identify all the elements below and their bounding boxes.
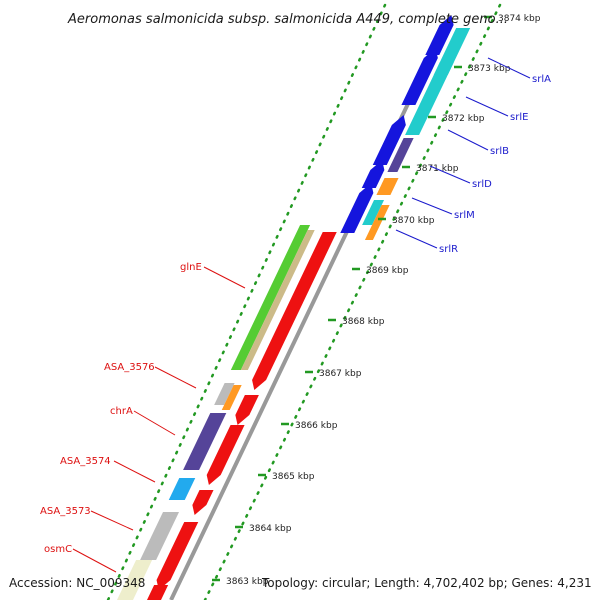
gene-red-2 (235, 395, 259, 425)
tick-label: 3874 kbp (498, 14, 541, 24)
leader-line (113, 460, 156, 483)
right-dot-track (203, 3, 502, 600)
gene-grey-2 (140, 512, 180, 560)
genome-summary: Topology: circular; Length: 4,702,402 bp… (261, 576, 592, 590)
gene-label-srlA: srlA (532, 74, 551, 85)
gene-label-srlR: srlR (439, 244, 458, 255)
gene-orange-1 (376, 178, 399, 195)
gene-teal-3 (362, 200, 385, 225)
tick-label: 3864 kbp (249, 524, 292, 534)
leader-line (465, 96, 509, 117)
gene-label-ASA_3576: ASA_3576 (104, 362, 155, 373)
gene-label-ASA_3573: ASA_3573 (40, 506, 91, 517)
gene-slate-right (387, 138, 414, 172)
gene-teal-2 (405, 62, 454, 135)
gene-blue-4 (361, 160, 385, 188)
leader-line (154, 366, 197, 389)
gene-orange-2 (364, 205, 390, 240)
map-title: Aeromonas salmonicida subsp. salmonicida… (67, 12, 508, 27)
gene-labels: srlA srlE srlB srlD srlM srlR glnE ASA_3576 chrA… (40, 57, 551, 573)
gene-red-1 (252, 232, 337, 390)
gene-red-3 (206, 425, 245, 485)
leader-line (411, 197, 453, 215)
gene-label-osmC: osmC (44, 544, 72, 555)
kbp-ticks: 3863 kbp 3864 kbp 3865 kbp 3866 kbp 3867 kbp… (212, 14, 541, 587)
gene-features (116, 15, 471, 600)
gene-label-ASA_3574: ASA_3574 (60, 456, 111, 467)
tick-label: 3872 kbp (442, 114, 485, 124)
leader-line (203, 266, 246, 289)
genome-backbone (163, 19, 450, 600)
tick-label: 3869 kbp (366, 266, 409, 276)
tick-label: 3867 kbp (319, 369, 362, 379)
gene-blue-5 (340, 183, 374, 233)
leader-line (487, 57, 531, 79)
gene-red-5 (156, 522, 199, 590)
gene-label-glnE: glnE (180, 262, 202, 273)
gene-chrA-slate (183, 413, 227, 470)
leader-line (447, 129, 489, 151)
leader-line (90, 510, 134, 531)
gene-label-srlD: srlD (472, 179, 492, 190)
tick-label: 3873 kbp (468, 64, 511, 74)
gene-srlA-blue (425, 15, 454, 55)
tick-label: 3868 kbp (342, 317, 385, 327)
gene-label-srlB: srlB (490, 146, 509, 157)
gene-red-6 (146, 585, 169, 600)
gene-blue-2 (401, 48, 438, 105)
accession-label: Accession: NC_009348 (9, 576, 145, 590)
gene-ASA3574-cyan (168, 478, 196, 500)
leader-line (429, 165, 471, 184)
left-dot-track (106, 3, 387, 600)
gene-label-srlM: srlM (454, 210, 475, 221)
gene-orange-left (221, 385, 242, 410)
gene-label-chrA: chrA (110, 406, 133, 417)
gene-blue-3 (372, 115, 406, 165)
leader-line (395, 229, 438, 249)
tick-dot-tracks (106, 3, 502, 600)
gene-grey-1 (214, 383, 235, 405)
tick-label: 3863 kbp (226, 577, 269, 587)
gene-red-4 (192, 490, 214, 515)
gene-label-srlE: srlE (510, 112, 528, 123)
tick-label: 3866 kbp (295, 421, 338, 431)
tick-label: 3870 kbp (392, 216, 435, 226)
tick-label: 3865 kbp (272, 472, 315, 482)
gene-pale (116, 560, 153, 600)
leader-line (133, 410, 176, 436)
gene-glnE-tan (240, 230, 315, 370)
gene-glnE-green (230, 225, 311, 370)
leader-line (72, 548, 117, 573)
